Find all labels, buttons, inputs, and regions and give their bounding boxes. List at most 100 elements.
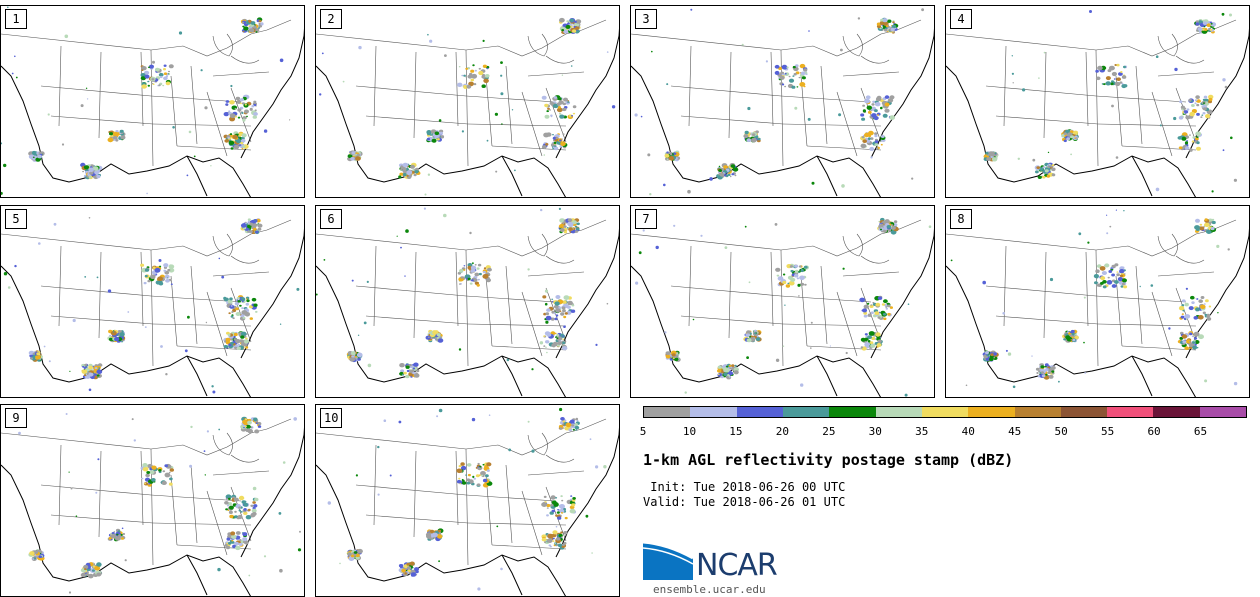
reflectivity-cell (249, 107, 253, 111)
reflectivity-cell (1084, 372, 1087, 374)
state-border (465, 271, 585, 351)
reflectivity-cell (1189, 332, 1193, 336)
reflectivity-cell (165, 373, 168, 376)
reflectivity-cell (754, 332, 757, 335)
reflectivity-cell (83, 374, 87, 377)
reflectivity-cell (559, 407, 563, 412)
reflectivity-cell (316, 293, 318, 296)
reflectivity-cell (1183, 112, 1186, 115)
reflectivity-cell (559, 218, 565, 223)
reflectivity-cell (1074, 335, 1079, 340)
reflectivity-cell (718, 165, 721, 168)
reflectivity-cell (293, 417, 298, 421)
reflectivity-cell (552, 540, 555, 542)
reflectivity-cell (401, 373, 405, 376)
reflectivity-cell (1048, 374, 1054, 379)
reflectivity-cell (348, 556, 355, 561)
reflectivity-cell (1229, 13, 1232, 17)
reflectivity-cell (1196, 112, 1200, 116)
state-border (946, 219, 1237, 257)
reflectivity-cell (96, 562, 102, 567)
reflectivity-cell (553, 141, 557, 144)
reflectivity-cell (545, 346, 547, 348)
reflectivity-cell (1203, 107, 1207, 111)
reflectivity-cell (252, 506, 256, 510)
reflectivity-cell (562, 133, 565, 135)
reflectivity-cell (748, 281, 751, 284)
reflectivity-cell (500, 567, 503, 571)
reflectivity-cell (965, 384, 968, 387)
reflectivity-cell (282, 461, 286, 464)
reflectivity-cell (563, 531, 568, 535)
reflectivity-cell (875, 332, 881, 337)
reflectivity-cell (1190, 295, 1195, 300)
reflectivity-cell (748, 335, 752, 338)
reflectivity-cell (1011, 72, 1014, 75)
reflectivity-cell (794, 269, 799, 274)
reflectivity-cell (511, 109, 514, 111)
colorbar-segment (1153, 407, 1200, 417)
reflectivity-cell (887, 98, 894, 103)
reflectivity-cell (444, 54, 447, 57)
reflectivity-cell (640, 115, 643, 118)
colorbar-tick-label: 50 (1054, 425, 1068, 438)
reflectivity-cell (877, 296, 883, 300)
reflectivity-cell (72, 318, 76, 323)
coastline (1, 228, 304, 397)
reflectivity-cell (889, 115, 895, 120)
reflectivity-cell (427, 532, 431, 535)
reflectivity-cell (1042, 166, 1046, 169)
reflectivity-cell (460, 276, 463, 279)
reflectivity-cell (747, 106, 751, 111)
reflectivity-cell (666, 83, 669, 86)
reflectivity-cell (238, 495, 245, 501)
reflectivity-cell (875, 96, 882, 102)
reflectivity-cell (564, 312, 568, 315)
reflectivity-cell (1222, 78, 1226, 82)
reflectivity-cell (140, 76, 146, 81)
reflectivity-cell (231, 539, 234, 542)
reflectivity-cell (242, 532, 248, 537)
reflectivity-cell (1031, 355, 1033, 357)
reflectivity-cell (665, 351, 671, 355)
reflectivity-cell (575, 230, 579, 233)
reflectivity-cell (1198, 299, 1203, 303)
reflectivity-cell (546, 503, 551, 508)
us-map (946, 10, 1249, 197)
reflectivity-cell (235, 339, 241, 344)
reflectivity-cell (84, 276, 87, 278)
reflectivity-cell (481, 84, 486, 88)
reflectivity-cell (402, 162, 409, 168)
reflectivity-cell (751, 137, 757, 143)
member-number: 10 (320, 408, 343, 428)
reflectivity-cell (720, 375, 724, 379)
reflectivity-cell (465, 76, 467, 78)
reflectivity-cell (690, 8, 693, 11)
reflectivity-cell (560, 514, 562, 517)
colorbar-tick-label: 10 (682, 425, 697, 438)
reflectivity-cell (1196, 136, 1199, 139)
reflectivity-cell (1203, 102, 1205, 104)
reflectivity-cell (405, 365, 410, 369)
reflectivity-cell (1194, 343, 1197, 346)
reflectivity-cell (242, 145, 246, 148)
reflectivity-cell (569, 508, 576, 514)
reflectivity-cell (1111, 71, 1117, 77)
reflectivity-cell (871, 336, 876, 341)
reflectivity-cell (788, 78, 795, 83)
reflectivity-cell (247, 220, 251, 223)
reflectivity-cell (218, 257, 221, 260)
colorbar-segment (644, 407, 691, 417)
reflectivity-cell (1121, 82, 1124, 85)
reflectivity-cell (1177, 136, 1183, 140)
reflectivity-cell (431, 138, 437, 143)
ncar-wordmark: NCAR (696, 548, 778, 583)
reflectivity-cell (838, 113, 842, 117)
reflectivity-cell (440, 135, 445, 139)
reflectivity-cell (1067, 132, 1073, 136)
reflectivity-cell (555, 308, 561, 313)
reflectivity-cell (460, 465, 467, 471)
reflectivity-cell (149, 470, 155, 475)
reflectivity-cell (549, 101, 554, 106)
reflectivity-cell (1182, 309, 1185, 312)
